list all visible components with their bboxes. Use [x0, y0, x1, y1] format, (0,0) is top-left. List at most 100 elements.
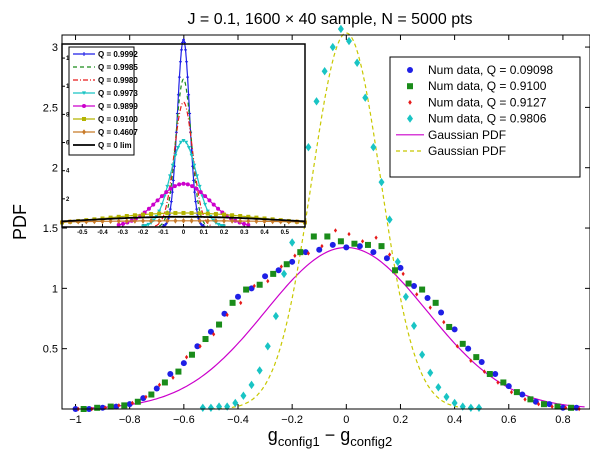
data-point-series-0: [316, 246, 323, 253]
data-point-series-0: [167, 371, 174, 378]
data-point-series-3: [402, 292, 409, 301]
inset-marker-4: [116, 222, 121, 227]
data-point-series-2: [388, 252, 392, 257]
inset-legend-label: Q = 0.9992: [98, 50, 138, 59]
data-point-series-0: [397, 264, 404, 271]
data-point-series-0: [248, 285, 255, 292]
inset-legend-label: Q = 0.9980: [98, 76, 138, 85]
inset-marker-6: [108, 218, 113, 225]
data-point-series-2: [171, 375, 175, 380]
data-point-series-1: [161, 379, 168, 386]
inset-legend-marker: [82, 91, 86, 95]
inset-marker-3: [197, 184, 202, 189]
inset-x-tick-label: -0.5: [77, 230, 88, 236]
data-point-series-3: [475, 403, 482, 412]
inset-x-tick-label: -0.4: [97, 230, 108, 236]
data-point-series-3: [281, 269, 288, 279]
inset-marker-0: [179, 48, 183, 52]
y-tick-label: 1.5: [43, 223, 58, 235]
inset-marker-3: [176, 145, 181, 150]
data-point-series-0: [505, 383, 512, 390]
inset-marker-0: [171, 178, 175, 182]
inset-marker-4: [155, 198, 160, 203]
legend-label: Num data, Q = 0.09098: [428, 63, 553, 77]
inset-marker-5: [254, 215, 259, 220]
legend-label: Num data, Q = 0.9100: [428, 79, 547, 93]
inset-frame: [61, 43, 306, 228]
data-point-series-0: [424, 295, 431, 302]
inset-legend-label: Q = 0.9899: [98, 102, 138, 111]
data-point-series-1: [270, 270, 277, 277]
inset-marker-6: [238, 218, 243, 224]
main-legend: Num data, Q = 0.09098 Num data, Q = 0.910…: [389, 56, 581, 178]
legend-label: Num data, Q = 0.9806: [428, 112, 547, 126]
inset-legend-marker: [82, 104, 86, 108]
inset-marker-4: [185, 182, 190, 187]
inset-marker-6: [165, 217, 170, 224]
inset-marker-6: [189, 217, 194, 224]
data-point-series-2: [279, 264, 283, 269]
x-tick-label: 0.6: [501, 414, 516, 426]
data-point-series-2: [469, 358, 473, 363]
data-point-series-2: [225, 312, 229, 318]
inset-marker-5: [197, 211, 202, 216]
inset-marker-0: [178, 60, 182, 64]
gaussian-curve-5: [210, 32, 482, 410]
inset-legend-marker: [82, 52, 86, 56]
inset-legend-label: Q = 0.9973: [98, 89, 138, 98]
inset-y-tick-label: 6: [66, 141, 70, 147]
inset-legend-marker: [82, 129, 86, 135]
inset-y-tick-label: 8: [66, 112, 70, 118]
x-axis-label-sub1: config1: [278, 434, 320, 449]
inset-marker-5: [124, 214, 129, 219]
inset-marker-0: [190, 148, 194, 152]
data-point-series-3: [199, 403, 206, 412]
inset-marker-4: [164, 190, 169, 195]
x-tick-label: −1: [69, 414, 82, 426]
inset-marker-4: [151, 202, 156, 207]
data-point-series-2: [509, 389, 514, 395]
data-point-series-1: [405, 280, 412, 287]
inset-marker-4: [194, 186, 199, 191]
inset-marker-4: [190, 184, 195, 189]
data-point-series-3: [427, 368, 434, 378]
data-point-series-3: [256, 366, 263, 375]
inset-marker-0: [194, 200, 198, 204]
data-point-series-2: [306, 251, 310, 256]
inset-x-tick-label: 0: [182, 230, 186, 236]
inset-x-tick-label: 0.1: [200, 230, 209, 236]
inset-marker-6: [116, 218, 121, 224]
inset-marker-3: [178, 140, 183, 145]
data-point-series-1: [229, 299, 236, 306]
data-point-series-3: [240, 391, 247, 400]
inset-marker-5: [108, 215, 113, 220]
inset-marker-4: [121, 221, 126, 226]
data-point-series-1: [202, 336, 209, 343]
inset-marker-0: [195, 207, 199, 211]
inset-curve-7: [61, 215, 306, 223]
data-point-series-0: [207, 328, 214, 335]
data-point-series-2: [252, 283, 256, 289]
y-tick-label: 1: [52, 283, 58, 295]
inset-y-tick-label: 4: [66, 169, 70, 175]
data-point-series-2: [482, 369, 486, 374]
legend-box: [389, 56, 581, 178]
inset-marker-0: [172, 164, 176, 168]
data-point-series-1: [378, 243, 385, 250]
data-point-series-3: [370, 143, 377, 152]
data-point-series-0: [370, 249, 377, 256]
data-point-series-2: [455, 344, 459, 349]
data-point-series-2: [117, 403, 121, 408]
data-point-series-1: [107, 403, 114, 410]
data-point-series-1: [283, 261, 290, 268]
data-point-series-2: [320, 243, 324, 249]
inset-marker-3: [216, 222, 221, 227]
data-point-series-0: [343, 244, 350, 251]
data-point-series-0: [383, 255, 390, 262]
inset-marker-5: [213, 212, 218, 217]
data-point-series-1: [419, 286, 426, 293]
data-point-series-2: [333, 228, 338, 233]
data-point-series-0: [194, 343, 201, 350]
inset-marker-5: [149, 212, 154, 217]
inset-legend-marker: [82, 117, 86, 121]
